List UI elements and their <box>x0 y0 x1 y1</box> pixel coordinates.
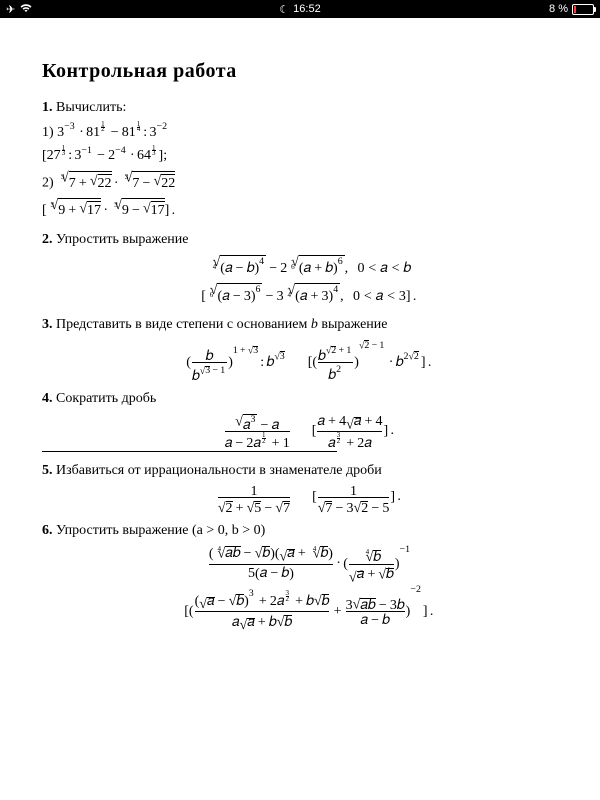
task-3-label-b: b <box>311 317 318 332</box>
task-2-label: Упростить выражение <box>56 232 188 247</box>
task-5-head: 5. Избавиться от иррациональности в знам… <box>42 462 578 481</box>
task-1-expr-2b: [ 9+173· 9−173 ]. <box>42 196 578 220</box>
task-5-num: 5. <box>42 463 53 478</box>
task-1-sub2: 2) <box>42 176 54 191</box>
task-6-expr-2: [ ( (a−b)3+2a32+bb aa+bb + 3ab−3b a−b <box>42 585 578 630</box>
task-2-expr-2: [ (a−3)66 −3 (a+3)44 ,0<a<3 ]. <box>42 281 578 306</box>
task-3: 3. Представить в виде степени с основани… <box>42 316 578 380</box>
battery-icon <box>572 4 594 15</box>
task-4-num: 4. <box>42 391 53 406</box>
divider <box>42 451 337 452</box>
task-1-num: 1. <box>42 100 53 115</box>
status-right: 8 % <box>549 3 594 15</box>
task-5-expr: 12+5−7 [ 17−32−5 ]. <box>42 485 578 512</box>
task-6-expr-1: (ab4−b)(a+b4) 5(a−b) · (b4a+b) −1 <box>42 545 578 582</box>
task-6-cond: (a > 0, b > 0) <box>192 523 265 538</box>
task-6-label: Упростить выражение <box>56 523 192 538</box>
task-1-sub1: 1) <box>42 125 54 140</box>
task-6-head: 6. Упростить выражение (a > 0, b > 0) <box>42 522 578 541</box>
status-bar: ✈ ☾ 16:52 8 % <box>0 0 600 18</box>
task-4: 4. Сократить дробь a3−a a−2a12+1 [ a+4a+… <box>42 390 578 452</box>
task-1-expr-1b: [ 2713: 3−1− 2−4· 6413 ]; <box>42 146 578 167</box>
airplane-icon: ✈ <box>6 3 15 16</box>
task-3-expr: (bb3−1) 1+3 :b3 [ (b2+1b2) 2−1 ·b22 ]. <box>42 339 578 380</box>
task-2: 2. Упростить выражение (a−b)44 −2 (a+b)6… <box>42 231 578 307</box>
task-1-label: Вычислить: <box>56 100 126 115</box>
battery-text: 8 % <box>549 3 568 15</box>
task-3-label-a: Представить в виде степени с основанием <box>56 317 311 332</box>
status-left: ✈ <box>6 3 33 16</box>
status-center: ☾ 16:52 <box>279 3 320 16</box>
moon-icon: ☾ <box>279 3 289 16</box>
task-5: 5. Избавиться от иррациональности в знам… <box>42 462 578 512</box>
task-1-head: 1. Вычислить: <box>42 99 578 118</box>
task-2-head: 2. Упростить выражение <box>42 231 578 250</box>
task-3-label-c: выражение <box>318 317 388 332</box>
page-title: Контрольная работа <box>42 58 578 85</box>
task-6: 6. Упростить выражение (a > 0, b > 0) (a… <box>42 522 578 629</box>
task-4-head: 4. Сократить дробь <box>42 390 578 409</box>
task-2-num: 2. <box>42 232 53 247</box>
task-6-num: 6. <box>42 523 53 538</box>
task-1-expr-2: 2) 7+223· 7−223 <box>42 169 578 193</box>
task-4-expr: a3−a a−2a12+1 [ a+4a+4 a32+2a ]. <box>42 413 578 447</box>
task-2-expr-1: (a−b)44 −2 (a+b)66 ,0<a<b <box>42 253 578 278</box>
task-1-expr-1: 1) 3−3· 8112− 8114: 3−2 <box>42 122 578 143</box>
wifi-icon <box>19 3 33 16</box>
task-3-head: 3. Представить в виде степени с основани… <box>42 316 578 335</box>
task-3-num: 3. <box>42 317 53 332</box>
task-1: 1. Вычислить: 1) 3−3· 8112− 8114: 3−2 [ … <box>42 99 578 221</box>
task-5-label: Избавиться от иррациональности в знамена… <box>56 463 382 478</box>
task-4-label: Сократить дробь <box>56 391 156 406</box>
status-time: 16:52 <box>293 3 321 15</box>
document-page: Контрольная работа 1. Вычислить: 1) 3−3·… <box>0 18 600 800</box>
